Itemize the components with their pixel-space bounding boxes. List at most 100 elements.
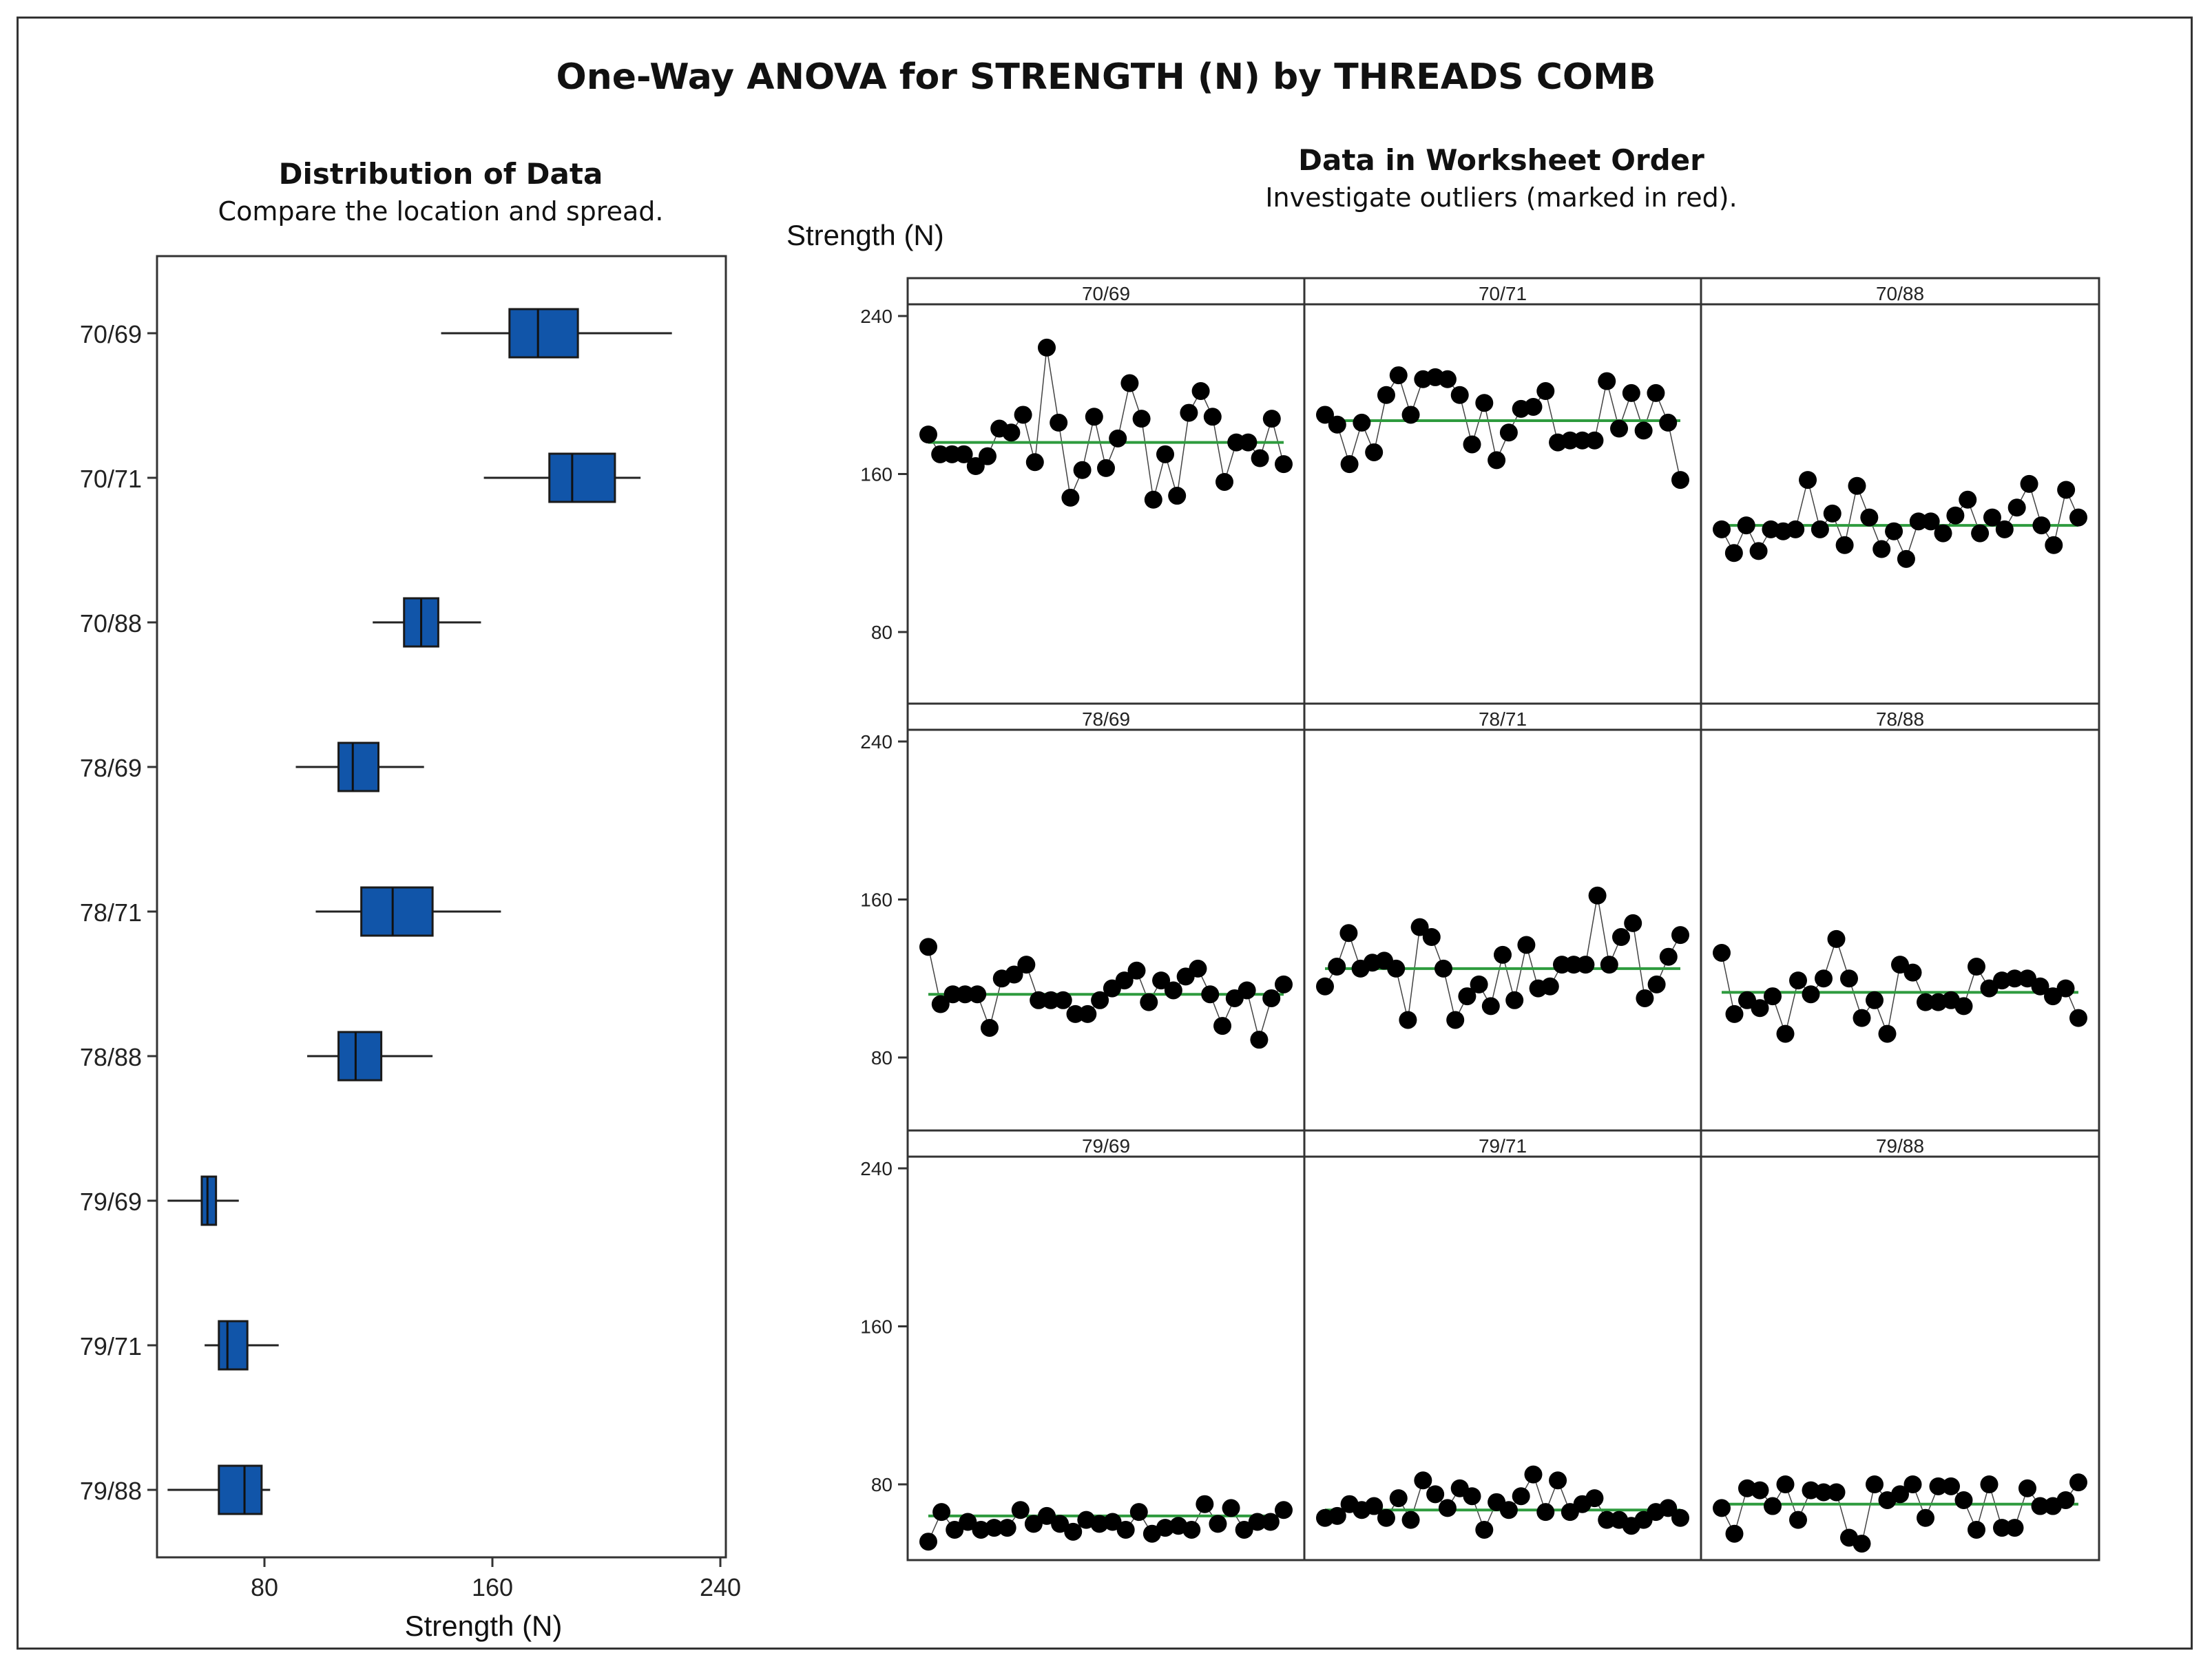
panel-data-point — [1993, 1519, 2011, 1537]
panel-data-point — [1536, 382, 1555, 401]
panel-y-tick-label: 80 — [871, 1474, 893, 1495]
panel-data-point — [1860, 508, 1879, 527]
boxplot-y-tick-label: 70/69 — [80, 320, 142, 348]
panel-data-point — [1050, 413, 1068, 432]
panel-data-point — [1005, 965, 1023, 984]
panel-data-point — [1776, 1475, 1795, 1493]
boxplot-x-tick-label: 160 — [472, 1573, 513, 1601]
panel-data-point — [979, 447, 997, 465]
panel-data-point — [932, 1503, 951, 1522]
panel-data-point — [1438, 370, 1457, 388]
panel-data-point — [1389, 366, 1408, 385]
panel-78-69: 78/69 80 160 240 — [860, 702, 1306, 1132]
panel-strip — [1303, 277, 1702, 306]
panel-data-point — [1203, 408, 1222, 426]
panel-data-point — [1275, 1501, 1293, 1519]
panel-data-point — [1980, 1475, 1999, 1493]
panel-data-point — [1789, 1511, 1807, 1529]
panel-data-point — [1903, 1475, 1922, 1493]
panel-data-point — [1921, 512, 1940, 531]
panel-data-point — [1051, 1515, 1070, 1533]
panel-data-point — [1389, 1489, 1408, 1508]
panel-data-point — [1434, 959, 1452, 978]
panel-data-point — [2045, 536, 2063, 554]
panel-data-point — [959, 1513, 977, 1531]
panel-data-point — [1041, 991, 1060, 1009]
panel-data-point — [1399, 1011, 1417, 1029]
panel-data-point — [985, 1519, 1003, 1537]
panel-data-point — [1724, 544, 1743, 562]
panel-data-point — [2005, 1519, 2024, 1537]
page-title: One-Way ANOVA for STRENGTH (N) by THREAD… — [556, 56, 1656, 98]
panel-data-point — [1786, 520, 1805, 538]
panel-data-point — [1885, 522, 1903, 540]
panel-data-point — [1853, 1535, 1871, 1553]
boxplot-group-79-69: 79/69 — [80, 1175, 239, 1226]
panel-data-point — [1316, 406, 1334, 424]
panel-data-point — [1365, 1497, 1384, 1515]
panel-data-point — [1866, 991, 1884, 1009]
panel-data-point — [1215, 472, 1233, 491]
panel-data-point — [1878, 1024, 1897, 1043]
panel-data-point — [1789, 971, 1807, 990]
panel-data-point — [1140, 993, 1158, 1011]
boxplot-box — [218, 1464, 263, 1515]
panel-data-point — [2069, 1473, 2087, 1492]
panel-78-71: 78/71 — [1303, 702, 1702, 1132]
panel-data-point — [1164, 981, 1182, 1000]
panel-data-point — [1647, 975, 1666, 993]
panel-data-point — [1414, 1471, 1432, 1490]
panel-data-point — [1776, 1024, 1795, 1043]
panel-frame — [1303, 702, 1702, 1132]
panel-data-point — [1751, 999, 1769, 1018]
panel-data-point — [1634, 421, 1653, 440]
boxplot-group-78-69: 78/69 — [80, 741, 424, 792]
panel-data-point — [1209, 1515, 1227, 1533]
boxplot-group-70-69: 70/69 — [80, 308, 672, 359]
panel-79-88: 79/88 — [1700, 1129, 2100, 1561]
panel-data-point — [1275, 455, 1293, 474]
panel-data-point — [1328, 958, 1346, 976]
panel-70-71: 70/71 — [1303, 277, 1702, 705]
panel-data-point — [1127, 961, 1146, 980]
distribution-header: Distribution of Data Compare the locatio… — [152, 157, 730, 227]
panel-data-point — [1168, 487, 1187, 505]
panel-data-point — [1866, 1475, 1884, 1493]
panel-frame — [1700, 702, 2100, 1132]
panel-data-point — [1764, 1497, 1782, 1515]
panel-data-point — [1840, 969, 1858, 988]
worksheet-order-title: Data in Worksheet Order — [1298, 143, 1704, 177]
panel-data-point — [1647, 383, 1665, 402]
panel-data-point — [1549, 1471, 1567, 1490]
panel-data-point — [1189, 959, 1207, 978]
boxplot-y-tick-label: 79/88 — [80, 1477, 142, 1505]
panel-data-point — [1328, 415, 1346, 434]
boxplot-x-tick-label: 80 — [251, 1573, 278, 1601]
panel-data-point — [1872, 540, 1891, 558]
boxplot-box — [508, 308, 579, 359]
panel-data-point — [1156, 445, 1174, 463]
panel-data-point — [1600, 956, 1618, 974]
panel-data-point — [1917, 1508, 1934, 1527]
boxplot-y-tick-label: 78/71 — [80, 898, 142, 927]
panel-data-point — [2031, 977, 2049, 996]
panel-data-point — [1115, 971, 1134, 990]
panel-data-point — [1365, 443, 1384, 461]
panel-frame — [906, 277, 1306, 705]
panel-data-point — [998, 1519, 1016, 1537]
boxplot-group-78-88: 78/88 — [80, 1031, 433, 1082]
panel-data-point — [972, 1520, 990, 1539]
panel-data-point — [1585, 431, 1604, 450]
boxplot-box — [337, 1031, 383, 1082]
panel-data-point — [1377, 1508, 1395, 1527]
panel-data-point — [1196, 1495, 1214, 1513]
panel-data-point — [2005, 969, 2024, 988]
panel-data-point — [1328, 1506, 1346, 1525]
panel-data-point — [919, 425, 937, 444]
panel-data-point — [1438, 1499, 1457, 1517]
panel-data-point — [1090, 1515, 1109, 1533]
panel-data-point — [1995, 520, 2014, 538]
panel-data-point — [1737, 516, 1755, 535]
panel-data-point — [1481, 997, 1500, 1016]
